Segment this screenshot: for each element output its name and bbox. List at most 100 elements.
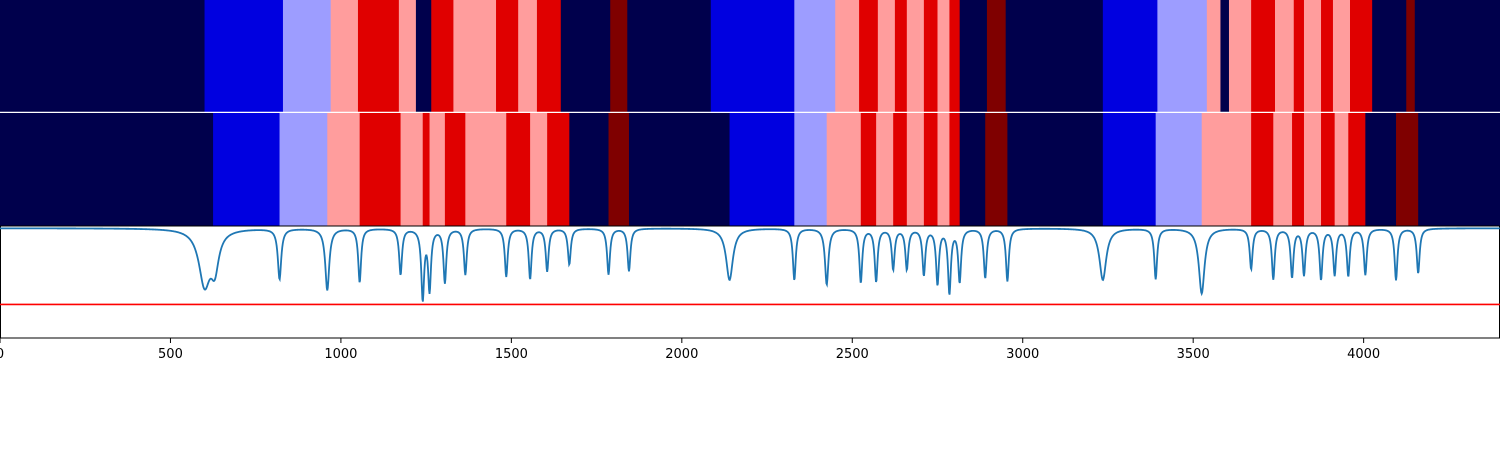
heatmap-middle-cell <box>465 113 507 226</box>
heatmap-middle-cell <box>444 113 466 226</box>
heatmap-top-cell <box>496 0 519 112</box>
heatmap-top-cell <box>877 0 896 112</box>
heatmap-top-cell <box>710 0 795 112</box>
heatmap-middle-cell <box>729 113 795 226</box>
signal-plot <box>0 225 1500 339</box>
heatmap-top-cell <box>1005 0 1104 112</box>
heatmap-middle-cell <box>906 113 925 226</box>
heatmap-middle-cell <box>893 113 908 226</box>
signal-plot-frame <box>0 225 1500 339</box>
heatmap-middle-cell <box>826 113 862 226</box>
heatmap-middle-cell <box>1396 113 1419 226</box>
heatmap-top-cell <box>560 0 611 112</box>
heatmap-top-cell <box>1206 0 1222 112</box>
heatmap-top-cell <box>1220 0 1230 112</box>
x-tick-label: 4000 <box>1347 347 1380 362</box>
heatmap-top-cell <box>923 0 939 112</box>
heatmap-middle-cell <box>1102 113 1157 226</box>
heatmap-top-cell <box>282 0 332 112</box>
heatmap-top-cell <box>794 0 836 112</box>
heatmap-middle-cell <box>949 113 961 226</box>
heatmap-top-cell <box>330 0 359 112</box>
heatmap-top-cell <box>518 0 538 112</box>
heatmap-middle-cell <box>1273 113 1293 226</box>
heatmap-top-cell <box>1406 0 1416 112</box>
heatmap-top-cell <box>1414 0 1500 112</box>
heatmap-middle-cell <box>628 113 731 226</box>
x-tick-label: 2000 <box>665 347 698 362</box>
heatmap-middle-cell <box>794 113 828 226</box>
heatmap-top-cell <box>1332 0 1351 112</box>
heatmap-top-cell <box>627 0 712 112</box>
heatmap-top-cell <box>835 0 860 112</box>
heatmap-middle-cell <box>985 113 1008 226</box>
heatmap-middle-cell <box>1155 113 1203 226</box>
heatmap-middle-cell <box>530 113 548 226</box>
heatmap-top-cell <box>986 0 1007 112</box>
heatmap-middle-cell <box>279 113 328 226</box>
heatmap-top-cell <box>1321 0 1334 112</box>
heatmap-top-cell <box>906 0 925 112</box>
heatmap-top-cell <box>415 0 432 112</box>
heatmap-middle-cell <box>400 113 424 226</box>
heatmap-middle-cell <box>1292 113 1305 226</box>
heatmap-track-top <box>0 0 1500 112</box>
heatmap-top-cell <box>431 0 455 112</box>
heatmap-top-cell <box>937 0 951 112</box>
x-tick-label: 1000 <box>324 347 357 362</box>
heatmap-top-cell <box>357 0 400 112</box>
heatmap-top-cell <box>0 0 206 112</box>
heatmap-top-cell <box>204 0 284 112</box>
heatmap-middle-cell <box>608 113 630 226</box>
x-axis: 0 500 1000 1500 2000 2500 3000 3500 4000 <box>0 338 1380 362</box>
heatmap-middle-cell <box>937 113 951 226</box>
heatmap-middle-cell <box>860 113 877 226</box>
x-tick-label: 3500 <box>1177 347 1210 362</box>
heatmap-top-cell <box>1275 0 1295 112</box>
heatmap-middle-cell <box>1321 113 1336 226</box>
heatmap-middle-cell <box>327 113 361 226</box>
x-tick-label: 500 <box>158 347 183 362</box>
heatmap-middle-cell <box>1007 113 1104 226</box>
heatmap-middle-cell <box>923 113 939 226</box>
heatmap-middle-cell <box>0 113 214 226</box>
heatmap-track-middle <box>0 113 1500 226</box>
heatmap-middle-cell <box>876 113 894 226</box>
heatmap-middle-cell <box>547 113 570 226</box>
heatmap-top-cell <box>1228 0 1252 112</box>
signal-line <box>0 227 1500 302</box>
heatmap-middle-cell <box>1365 113 1397 226</box>
heatmap-middle-cell <box>1334 113 1349 226</box>
heatmap-top-cell <box>610 0 628 112</box>
x-tick-label: 3000 <box>1006 347 1039 362</box>
heatmap-middle-cell <box>506 113 531 226</box>
heatmap-top-cell <box>1350 0 1373 112</box>
heatmap-middle-cell <box>1348 113 1366 226</box>
heatmap-top-cell <box>894 0 908 112</box>
heatmap-top-cell <box>1251 0 1276 112</box>
heatmap-top-cell <box>859 0 879 112</box>
heatmap-top-cell <box>1293 0 1305 112</box>
heatmap-middle-cell <box>422 113 431 226</box>
heatmap-middle-cell <box>429 113 446 226</box>
heatmap-top-cell <box>1102 0 1158 112</box>
heatmap-middle-cell <box>213 113 281 226</box>
heatmap-middle-cell <box>1251 113 1274 226</box>
x-tick-label: 2500 <box>836 347 869 362</box>
heatmap-middle-cell <box>1201 113 1252 226</box>
heatmap-top-cell <box>536 0 562 112</box>
x-tick-label: 1500 <box>495 347 528 362</box>
x-tick-label: 0 <box>0 347 4 362</box>
heatmap-middle-cell <box>359 113 402 226</box>
heatmap-middle-cell <box>1418 113 1500 226</box>
heatmap-top-cell <box>949 0 961 112</box>
heatmap-top-cell <box>398 0 417 112</box>
heatmap-middle-cell <box>569 113 610 226</box>
heatmap-top-cell <box>959 0 988 112</box>
heatmap-middle-cell <box>959 113 986 226</box>
heatmap-top-cell <box>1157 0 1208 112</box>
heatmap-middle-cell <box>1303 113 1322 226</box>
heatmap-top-cell <box>1372 0 1407 112</box>
heatmap-top-cell <box>453 0 497 112</box>
